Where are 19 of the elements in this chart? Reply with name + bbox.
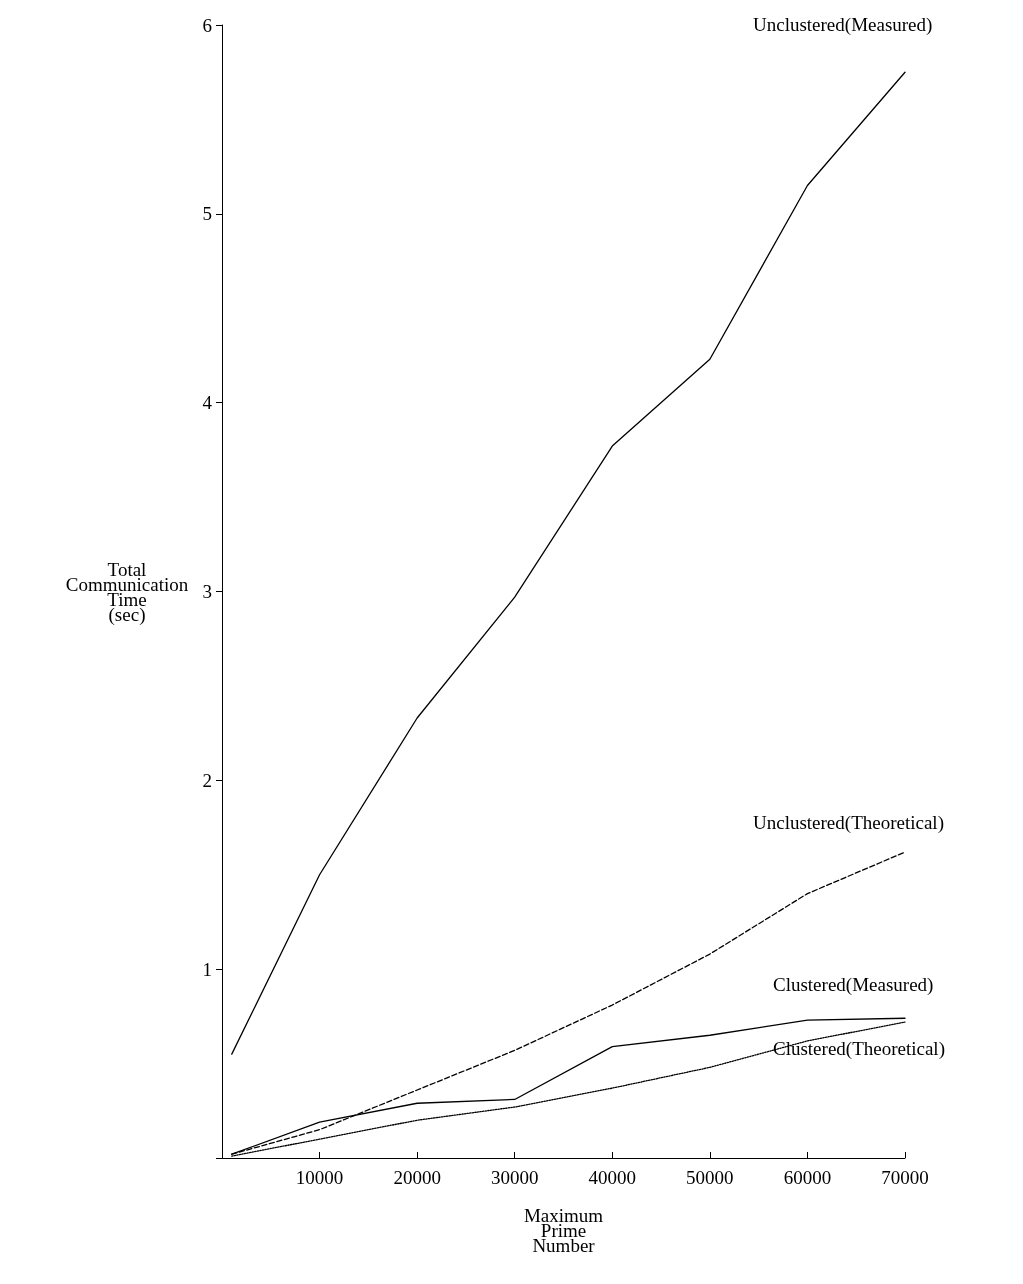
- series-label: Clustered(Measured): [773, 973, 934, 996]
- y-tick-label: 4: [202, 392, 213, 414]
- y-tick-label: 5: [202, 203, 212, 225]
- x-tick-label: 70000: [881, 1167, 929, 1188]
- y-tick-label: 6: [202, 14, 212, 36]
- x-tick-label: 50000: [686, 1167, 734, 1188]
- y-tick-label: 1: [202, 958, 212, 980]
- series-label: Clustered(Theoretical): [773, 1037, 945, 1060]
- y-axis-title: Total Communication Time (sec): [65, 558, 189, 626]
- x-tick-label: 10000: [295, 1167, 344, 1188]
- text: Unclustered(Theoretical): [753, 811, 944, 834]
- y-tick-label: 3: [202, 581, 212, 602]
- text: Unclustered(Measured): [753, 13, 933, 36]
- y-tick-label: 2: [202, 769, 212, 791]
- x-tick-label: 40000: [588, 1167, 637, 1188]
- x-axis-title: Maximum Prime Number: [523, 1205, 604, 1256]
- x-tick-label: 60000: [783, 1167, 832, 1188]
- x-tick-label: 30000: [490, 1167, 539, 1188]
- x-tick-label: 20000: [393, 1167, 441, 1188]
